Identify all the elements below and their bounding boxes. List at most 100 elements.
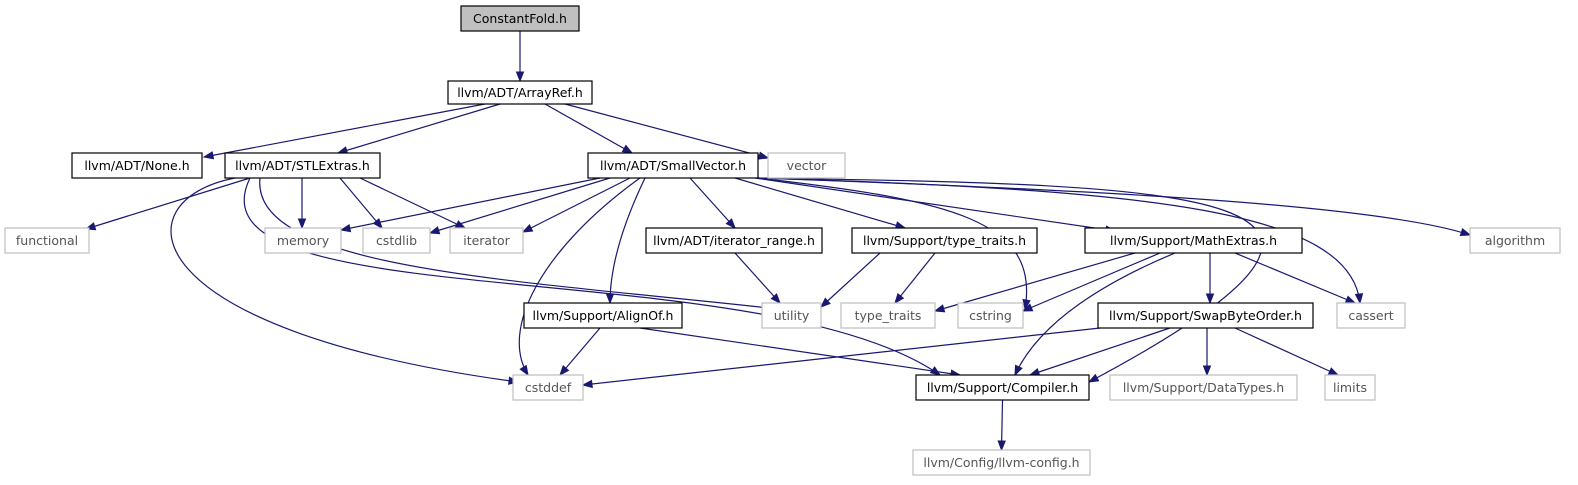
- edge-smallvector-to-cstddef: [518, 177, 641, 377]
- edge-smallvector-to-iterator_range-arrowhead: [725, 218, 736, 230]
- node-type_traits_h-box: [851, 227, 1038, 254]
- edge-mathextras-to-compiler-line: [1014, 252, 1176, 376]
- edge-stlextras-to-cstdlib-line: [339, 177, 383, 229]
- edge-alignof-to-cstddef: [559, 327, 601, 377]
- edge-smallvector-to-algorithm-arrowhead: [1459, 227, 1472, 237]
- node-iterator-box: [449, 227, 524, 254]
- edge-smallvector-to-algorithm-line: [757, 177, 1471, 236]
- node-cstring: cstring: [957, 302, 1024, 329]
- node-cassert-label: cassert: [1348, 308, 1393, 323]
- edge-stlextras-to-iterator-line: [359, 177, 466, 229]
- edge-mathextras-to-type_traits: [933, 252, 1136, 313]
- edge-mathextras-to-swapbyteorder: [1205, 253, 1215, 305]
- node-cstdlib-box: [362, 227, 431, 254]
- edge-mathextras-to-compiler: [1014, 252, 1176, 377]
- node-llvmconfig: llvm/Config/llvm-config.h: [912, 449, 1091, 476]
- node-cstddef: cstddef: [512, 374, 584, 401]
- edge-swapbyteorder-to-limits: [1234, 327, 1340, 376]
- edge-swapbyteorder-to-cstddef: [581, 327, 1101, 389]
- node-memory: memory: [264, 227, 342, 254]
- edge-arrayref-to-smallvector-line: [544, 103, 633, 154]
- edge-smallvector-to-iterator: [521, 177, 631, 233]
- edge-smallvector-to-cassert-arrowhead: [1354, 293, 1364, 305]
- node-type_traits_h-label: llvm/Support/type_traits.h: [863, 233, 1026, 248]
- node-swapbyteorder[interactable]: llvm/Support/SwapByteOrder.h: [1097, 302, 1314, 329]
- node-datatypes-label: llvm/Support/DataTypes.h: [1123, 380, 1284, 395]
- edge-smallvector-to-type_traits_h-line: [734, 177, 906, 229]
- edge-smallvector-to-algorithm: [757, 177, 1472, 237]
- edge-stlextras-to-utility-line: [259, 177, 779, 310]
- edge-stlextras-to-cstddef: [170, 177, 520, 385]
- edge-type_traits_h-to-type_traits-line: [894, 252, 936, 304]
- edge-smallvector-to-memory: [339, 177, 601, 233]
- node-mathextras-label: llvm/Support/MathExtras.h: [1110, 233, 1277, 248]
- node-utility: utility: [761, 302, 822, 329]
- edge-arrayref-to-vector-line: [564, 103, 769, 159]
- edge-smallvector-to-cstdlib: [428, 177, 611, 235]
- edge-iterator_range-to-utility: [734, 252, 781, 305]
- node-constantfold[interactable]: ConstantFold.h: [460, 5, 580, 32]
- edge-stlextras-to-cstdlib-arrowhead: [372, 218, 383, 230]
- node-iterator_range-box: [645, 227, 823, 254]
- edge-smallvector-to-compiler-line: [757, 177, 1263, 383]
- edge-layer: [84, 31, 1472, 452]
- edge-smallvector-to-cassert-line: [757, 177, 1361, 304]
- node-alignof[interactable]: llvm/Support/AlignOf.h: [523, 302, 683, 329]
- edge-compiler-to-llvmconfig-arrowhead: [997, 440, 1006, 452]
- node-limits-box: [1324, 374, 1376, 401]
- node-mathextras[interactable]: llvm/Support/MathExtras.h: [1084, 227, 1303, 254]
- node-swapbyteorder-box: [1097, 302, 1314, 329]
- node-cstddef-label: cstddef: [525, 380, 572, 395]
- edge-smallvector-to-memory-arrowhead: [339, 223, 352, 233]
- edge-iterator_range-to-utility-line: [734, 252, 781, 304]
- edge-iterator_range-to-utility-arrowhead: [770, 293, 781, 305]
- node-type_traits_h[interactable]: llvm/Support/type_traits.h: [851, 227, 1038, 254]
- node-none[interactable]: llvm/ADT/None.h: [71, 152, 203, 179]
- edge-arrayref-to-none-line: [203, 103, 486, 158]
- edge-smallvector-to-cstdlib-arrowhead: [428, 226, 441, 235]
- edge-mathextras-to-type_traits-arrowhead: [933, 304, 946, 313]
- edge-mathextras-to-compiler-arrowhead: [1014, 364, 1023, 377]
- node-algorithm-label: algorithm: [1485, 233, 1545, 248]
- edge-arrayref-to-vector: [564, 103, 770, 160]
- node-smallvector[interactable]: llvm/ADT/SmallVector.h: [587, 152, 759, 179]
- node-iterator_range[interactable]: llvm/ADT/iterator_range.h: [645, 227, 823, 254]
- node-functional: functional: [4, 227, 90, 254]
- edge-arrayref-to-none-arrowhead: [202, 151, 215, 160]
- edge-smallvector-to-type_traits_h: [734, 177, 907, 230]
- edge-stlextras-to-functional: [84, 177, 251, 231]
- edge-type_traits_h-to-utility-arrowhead: [819, 297, 831, 308]
- edge-swapbyteorder-to-datatypes-arrowhead: [1202, 365, 1212, 377]
- edge-type_traits_h-to-utility: [819, 252, 881, 308]
- node-stlextras-box: [224, 152, 381, 179]
- node-memory-label: memory: [277, 233, 330, 248]
- edge-smallvector-to-iterator_range: [689, 177, 736, 230]
- node-arrayref[interactable]: llvm/ADT/ArrayRef.h: [447, 80, 593, 105]
- edge-smallvector-to-mathextras-line: [754, 177, 1116, 232]
- edge-arrayref-to-smallvector: [544, 103, 634, 154]
- node-datatypes-box: [1109, 374, 1298, 401]
- edge-alignof-to-cstddef-line: [559, 327, 601, 376]
- node-constantfold-box: [460, 5, 580, 32]
- edge-smallvector-to-cstring-arrowhead: [1022, 298, 1031, 311]
- edge-type_traits_h-to-type_traits: [894, 252, 936, 305]
- node-datatypes: llvm/Support/DataTypes.h: [1109, 374, 1298, 401]
- node-utility-label: utility: [774, 308, 810, 323]
- edge-type_traits_h-to-type_traits-arrowhead: [894, 292, 905, 305]
- node-stlextras[interactable]: llvm/ADT/STLExtras.h: [224, 152, 381, 179]
- edge-mathextras-to-swapbyteorder-arrowhead: [1205, 293, 1215, 305]
- edge-arrayref-to-smallvector-arrowhead: [621, 144, 634, 154]
- edge-stlextras-to-cstdlib: [339, 177, 383, 230]
- node-arrayref-label: llvm/ADT/ArrayRef.h: [457, 85, 583, 100]
- edge-arrayref-to-vector-arrowhead: [757, 151, 770, 160]
- edge-stlextras-to-iterator: [359, 177, 467, 229]
- edge-smallvector-to-cstring: [757, 177, 1031, 311]
- edge-smallvector-to-cstddef-arrowhead: [519, 364, 529, 377]
- node-mathextras-box: [1084, 227, 1303, 254]
- node-layer: ConstantFold.h llvm/ADT/ArrayRef.h llvm/AD…: [4, 5, 1561, 476]
- edge-swapbyteorder-to-limits-line: [1234, 327, 1339, 376]
- node-compiler-box: [915, 374, 1090, 401]
- edge-mathextras-to-cstring-arrowhead: [1021, 303, 1034, 312]
- edge-smallvector-to-compiler-arrowhead: [1087, 373, 1100, 383]
- node-compiler[interactable]: llvm/Support/Compiler.h: [915, 374, 1090, 401]
